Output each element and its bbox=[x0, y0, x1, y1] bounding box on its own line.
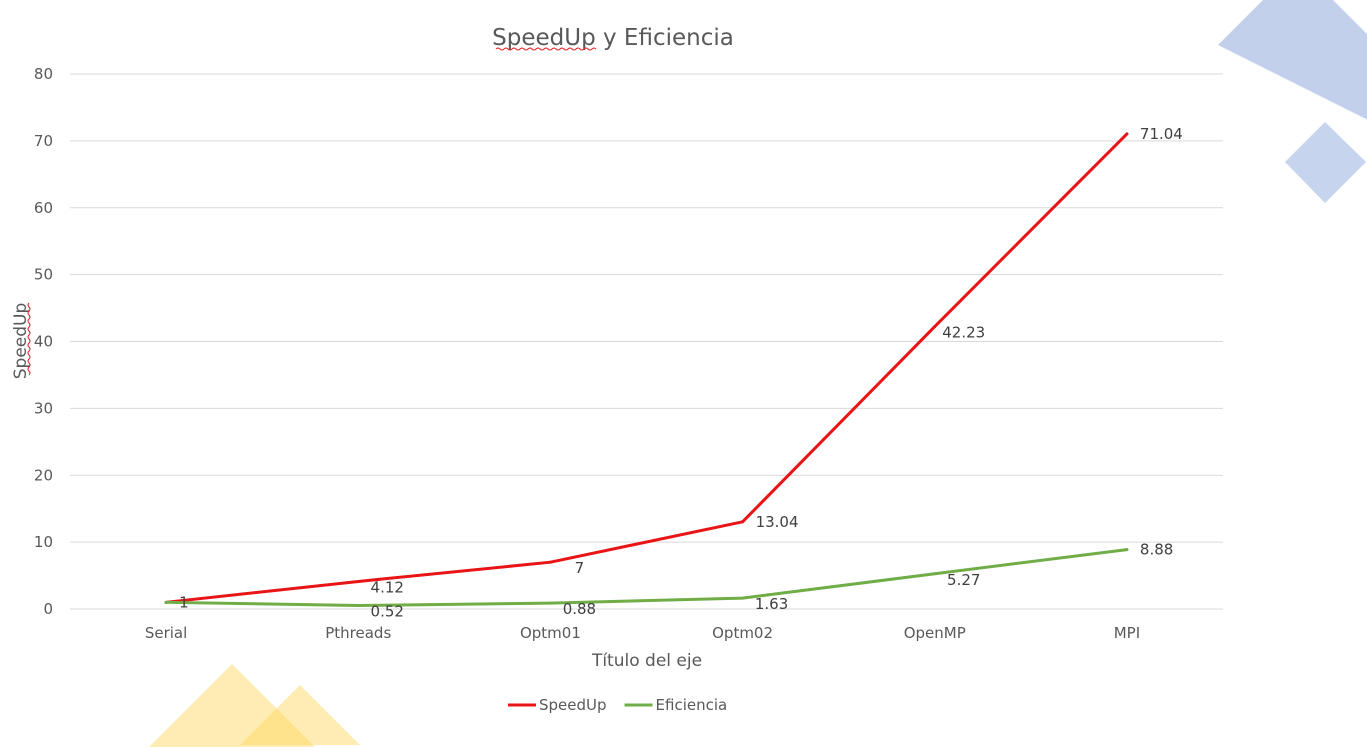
y-tick-label: 70 bbox=[34, 132, 53, 150]
data-point-eficiencia bbox=[933, 572, 937, 576]
y-tick-label: 10 bbox=[34, 533, 53, 551]
x-axis-title: Título del eje bbox=[591, 651, 702, 671]
data-label-speedup: 71.04 bbox=[1140, 125, 1183, 143]
data-label-eficiencia: 0.52 bbox=[371, 603, 404, 621]
data-label-eficiencia: 1.63 bbox=[755, 595, 788, 613]
deco-blue-diamond-small bbox=[1285, 122, 1366, 203]
y-tick-label: 0 bbox=[43, 600, 53, 618]
data-label-speedup: 13.04 bbox=[756, 513, 799, 531]
data-label-eficiencia: 8.88 bbox=[1140, 541, 1173, 559]
series-line-eficiencia bbox=[164, 548, 1129, 608]
gridlines bbox=[70, 73, 1223, 610]
data-label-speedup: 1 bbox=[179, 593, 189, 611]
y-tick-label: 30 bbox=[34, 399, 53, 417]
deco-blue-diamond-large bbox=[1218, 0, 1367, 120]
legend-label-eficiencia: Eficiencia bbox=[656, 696, 728, 714]
x-tick-label: Optm01 bbox=[520, 624, 581, 642]
chart-title: SpeedUp y Eficiencia bbox=[492, 25, 734, 51]
data-point-eficiencia bbox=[741, 596, 745, 600]
x-tick-label: Optm02 bbox=[712, 624, 773, 642]
y-tick-label: 50 bbox=[34, 266, 53, 284]
background-decoration bbox=[149, 0, 1367, 747]
data-point-eficiencia bbox=[1125, 548, 1129, 552]
spellcheck-underline-ylabel bbox=[27, 302, 31, 376]
data-point-eficiencia bbox=[548, 601, 552, 605]
data-point-speedup bbox=[548, 560, 552, 564]
data-labels: 1 4.12 7 13.04 42.23 71.04 0.52 0.88 1.63 5.27 8.8… bbox=[179, 125, 1183, 621]
y-tick-label: 80 bbox=[34, 65, 53, 83]
data-point-speedup bbox=[1125, 132, 1129, 136]
x-tick-label: OpenMP bbox=[904, 624, 966, 642]
data-label-speedup: 4.12 bbox=[371, 578, 404, 596]
legend-label-speedup: SpeedUp bbox=[539, 696, 607, 714]
data-point-eficiencia bbox=[164, 600, 168, 604]
x-axis-ticks: Serial Pthreads Optm01 Optm02 OpenMP MPI bbox=[145, 624, 1140, 642]
series-lines bbox=[164, 132, 1129, 608]
y-axis-title: SpeedUp bbox=[11, 303, 31, 380]
data-point-eficiencia bbox=[356, 604, 360, 608]
y-tick-label: 60 bbox=[34, 199, 53, 217]
x-tick-label: MPI bbox=[1114, 624, 1140, 642]
x-tick-label: Serial bbox=[145, 624, 187, 642]
data-label-eficiencia: 5.27 bbox=[947, 571, 980, 589]
data-point-speedup bbox=[933, 325, 937, 329]
y-tick-label: 40 bbox=[34, 333, 53, 351]
data-label-speedup: 7 bbox=[575, 559, 585, 577]
deco-yellow-triangle-small bbox=[240, 685, 360, 745]
spellcheck-underline-title bbox=[495, 47, 597, 51]
series-line-speedup bbox=[164, 132, 1129, 604]
legend: SpeedUp Eficiencia bbox=[508, 696, 727, 714]
data-label-speedup: 42.23 bbox=[942, 324, 985, 342]
x-tick-label: Pthreads bbox=[325, 624, 391, 642]
data-point-speedup bbox=[356, 579, 360, 583]
y-tick-label: 20 bbox=[34, 466, 53, 484]
y-axis-ticks: 0 10 20 30 40 50 60 70 80 bbox=[34, 65, 53, 618]
data-point-speedup bbox=[741, 520, 745, 524]
data-label-eficiencia: 0.88 bbox=[563, 600, 596, 618]
